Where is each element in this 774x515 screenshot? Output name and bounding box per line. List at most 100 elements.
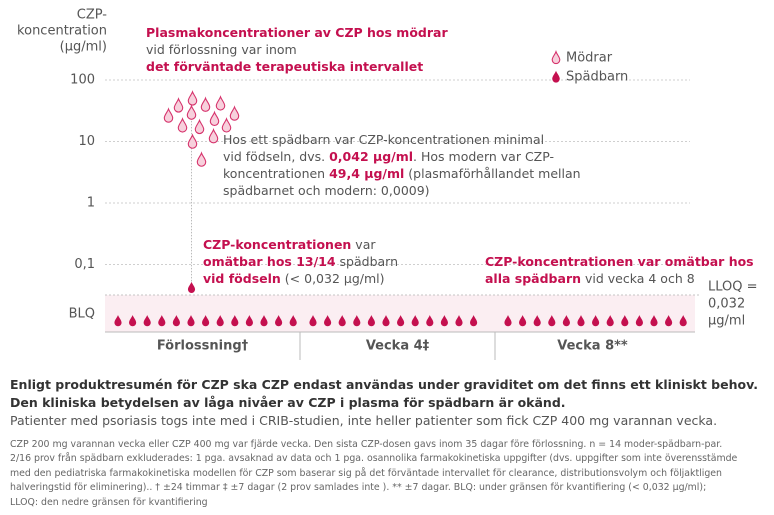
infant-blq-point (202, 315, 210, 327)
infant-blq-point (338, 315, 346, 327)
infant-blq-point (635, 315, 643, 327)
infant-blq-point (606, 315, 614, 327)
notes: Enligt produktresumén för CZP ska CZP en… (10, 376, 770, 510)
annotation-line: spädbarnet och modern: 0,0009) (223, 182, 581, 199)
annotation-line: Hos ett spädbarn var CZP-koncentrationen… (223, 131, 581, 148)
x-tick-label: Förlossning† (157, 339, 249, 354)
infant-blq-point (426, 315, 434, 327)
infant-blq-point (231, 315, 239, 327)
legend-marker (552, 70, 560, 83)
footnote: LLOQ: den nedre gränsen för kvantifierin… (10, 496, 208, 508)
annotation-line: vid förlossning var inom (146, 41, 448, 58)
blq-label: BLQ (69, 307, 95, 322)
lloq-label: LLOQ = (708, 280, 758, 295)
annotation-text: alla spädbarn (485, 271, 582, 286)
footnote: CZP 200 mg varannan vecka eller CZP 400 … (10, 439, 723, 450)
footnotes: CZP 200 mg varannan vecka eller CZP 400 … (10, 438, 770, 510)
infant-blq-point (143, 315, 151, 327)
annotation-text: vid förlossning var inom (146, 42, 297, 57)
footnote: med den pediatriska farmakokinetiska mod… (10, 467, 722, 479)
y-tick-label: 0,1 (74, 257, 95, 272)
mother-point (186, 104, 197, 120)
infant-blq-point (353, 315, 361, 327)
footnote: halveringstid för eliminering).. † ±24 t… (10, 482, 707, 494)
annotation-text: 49,4 µg/ml (329, 166, 405, 181)
infant-blq-point (470, 315, 478, 327)
note-plain: Patienter med psoriasis togs inte med i … (10, 413, 718, 428)
infant-blq-point (548, 315, 556, 327)
infant-blq-point (440, 315, 448, 327)
infant-blq-point (367, 315, 375, 327)
infant-blq-point (172, 315, 180, 327)
annotation-line: vid födseln (< 0,032 µg/ml) (203, 270, 398, 287)
lloq-label: 0,032 (708, 297, 745, 312)
annotation-text: spädbarnet och modern: 0,0009) (223, 183, 430, 198)
annotation-text: vid födseln (203, 271, 281, 286)
mother-point (196, 151, 207, 167)
annotation-text: omätbar hos 13/14 (203, 254, 336, 269)
annotation-text: spädbarn (335, 254, 399, 269)
annotation-line: CZP-koncentrationen var omätbar hos (485, 253, 754, 270)
annotation-line: CZP-koncentrationen var (203, 236, 398, 253)
note-bold: Enligt produktresumén för CZP ska CZP en… (10, 377, 758, 392)
infant-blq-point (577, 315, 585, 327)
infant-blq-point (519, 315, 527, 327)
infant-blq-point (187, 315, 195, 327)
y-axis-title: CZP- (77, 8, 108, 23)
mother-point (221, 117, 232, 133)
infant-blq-point (455, 315, 463, 327)
annotation-line: omätbar hos 13/14 spädbarn (203, 253, 398, 270)
chart: CZP-koncentration(µg/ml) 0,1 1 10 100 LLOQ = 0… (17, 8, 758, 360)
mother-point (173, 97, 184, 113)
annotation-text: (plasmaförhållandet mellan (404, 166, 581, 181)
mother-point (194, 118, 205, 135)
legend-marker (551, 49, 561, 65)
annotation-line: det förväntade terapeutiska intervallet (146, 58, 448, 75)
infant-blq-point (411, 315, 419, 327)
annotation-text: vid födseln, dvs. (223, 149, 330, 164)
infant-blq-point (533, 315, 541, 327)
legend-label: Spädbarn (566, 70, 628, 85)
y-tick-label: 100 (70, 73, 95, 88)
mother-point (163, 107, 174, 123)
annotation-text: koncentrationen (223, 166, 330, 181)
infant-blq-point (382, 315, 390, 327)
infant-blq-point (289, 315, 297, 327)
annotation: CZP-koncentrationen var omätbar hos 13/14… (203, 236, 398, 287)
footnote: 2/16 prov från spädbarn exkluderades: 1 … (10, 453, 738, 465)
infant-blq-point (679, 315, 687, 327)
annotation: Plasmakoncentrationer av CZP hos mödrar v… (146, 24, 448, 75)
infant-blq-point (275, 315, 283, 327)
note-bold: Den kliniska betydelsen av låga nivåer a… (10, 395, 566, 410)
mother-point (187, 133, 198, 149)
annotation: Hos ett spädbarn var CZP-koncentrationen… (223, 131, 581, 199)
annotation-text: Hos ett spädbarn var CZP-koncentrationen… (223, 132, 545, 147)
lloq-label: µg/ml (708, 314, 745, 329)
infant-blq-point (562, 315, 570, 327)
annotation-line: vid födseln, dvs. 0,042 µg/ml. Hos moder… (223, 148, 581, 165)
infant-blq-point (397, 315, 405, 327)
mother-point (209, 110, 220, 127)
infant-blq-point (504, 315, 512, 327)
x-tick-label: Vecka 4‡ (366, 339, 430, 354)
annotation-text: . Hos modern var CZP- (413, 149, 555, 164)
x-tick-label: Vecka 8** (557, 339, 628, 354)
annotation-text: var (351, 237, 376, 252)
mother-point (187, 90, 198, 106)
mother-point (229, 105, 240, 121)
mother-point (208, 127, 219, 144)
legend-label: Mödrar (566, 51, 613, 66)
infant-blq-point (129, 315, 137, 327)
annotation-text: CZP-koncentrationen (203, 237, 352, 252)
annotation-text: (< 0,032 µg/ml) (280, 271, 385, 286)
infant-blq-point (260, 315, 268, 327)
infant-blq-point (650, 315, 658, 327)
annotation-line: Plasmakoncentrationer av CZP hos mödrar (146, 24, 448, 41)
annotation-text: Plasmakoncentrationer av CZP hos mödrar (146, 25, 448, 40)
infant-blq-point (592, 315, 600, 327)
annotation-line: koncentrationen 49,4 µg/ml (plasmaförhål… (223, 165, 581, 182)
annotation-text: CZP-koncentrationen var omätbar hos (485, 254, 754, 269)
infant-point (187, 281, 196, 294)
mother-point (177, 117, 188, 133)
